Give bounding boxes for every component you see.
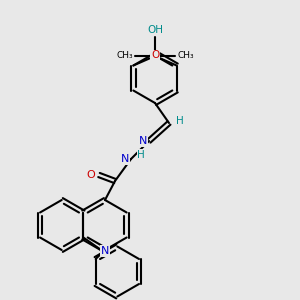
Text: H: H xyxy=(137,150,145,160)
Text: OH: OH xyxy=(147,25,163,35)
Text: H: H xyxy=(176,116,184,126)
Text: O: O xyxy=(151,50,160,61)
Text: N: N xyxy=(139,136,147,146)
Text: N: N xyxy=(101,246,109,256)
Text: CH₃: CH₃ xyxy=(177,51,194,60)
Text: O: O xyxy=(87,170,95,180)
Text: O: O xyxy=(151,50,159,61)
Text: N: N xyxy=(121,154,129,164)
Text: CH₃: CH₃ xyxy=(116,51,133,60)
